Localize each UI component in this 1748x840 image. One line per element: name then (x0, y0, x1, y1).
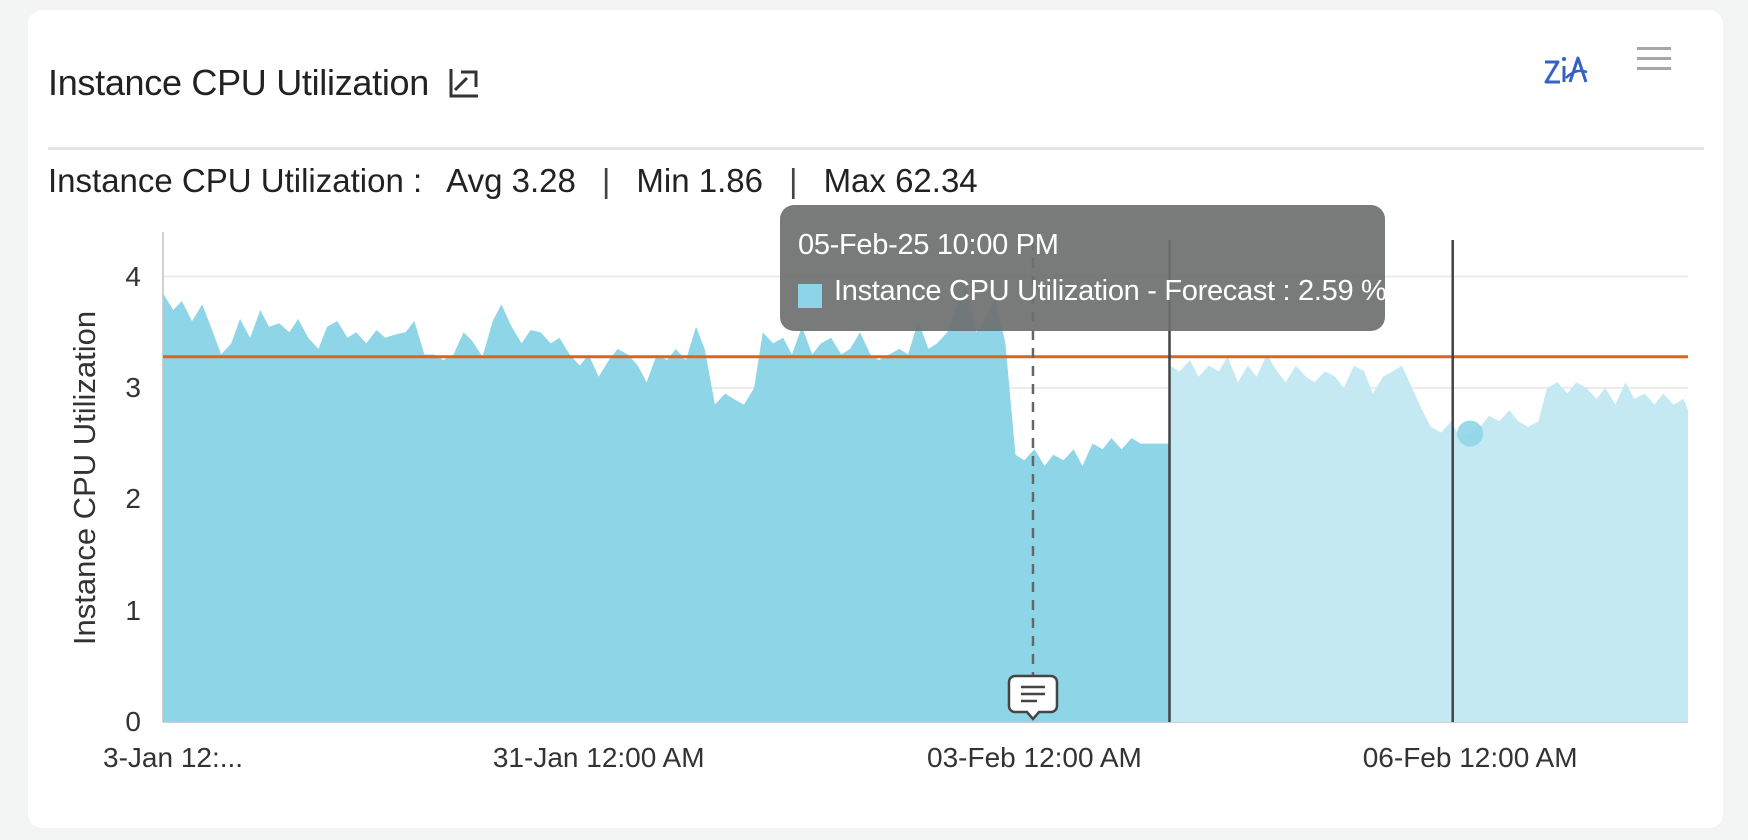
summary-max: Max 62.34 (823, 162, 978, 199)
x-tick-label: 3-Jan 12:... (103, 742, 244, 773)
y-tick-label: 3 (125, 371, 141, 403)
header-divider (48, 147, 1704, 150)
highlight-point (1457, 420, 1484, 447)
trend-chart-icon[interactable] (447, 66, 481, 100)
tooltip-legend-swatch (798, 284, 822, 308)
tooltip-value: Instance CPU Utilization - Forecast : 2.… (834, 275, 1387, 307)
zia-icon[interactable] (1540, 48, 1590, 90)
x-tick-label: 06-Feb 12:00 AM (1362, 742, 1578, 773)
widget-title: Instance CPU Utilization (48, 62, 429, 103)
summary-min: Min 1.86 (636, 162, 763, 199)
x-tick-label: 03-Feb 12:00 AM (927, 742, 1142, 773)
comment-icon (1007, 674, 1059, 721)
y-tick-label: 1 (125, 594, 141, 626)
summary-label: Instance CPU Utilization : (48, 162, 423, 199)
y-tick-label: 4 (125, 260, 141, 292)
x-tick-label: 31-Jan 12:00 AM (492, 742, 705, 773)
summary-separator: | (788, 162, 798, 199)
actual-series-area (163, 287, 1170, 722)
y-tick-label: 0 (125, 706, 141, 737)
forecast-series-area (1169, 354, 1688, 722)
hamburger-menu-icon[interactable] (1635, 44, 1673, 74)
widget-header: Instance CPU Utilization (48, 58, 481, 108)
summary-avg: Avg 3.28 (446, 162, 576, 199)
y-tick-label: 2 (125, 483, 141, 515)
tooltip-date: 05-Feb-25 10:00 PM (798, 229, 1059, 261)
chart-tooltip: 05-Feb-25 10:00 PM Instance CPU Utilizat… (780, 205, 1387, 331)
summary-separator: | (601, 162, 611, 199)
summary-stats: Instance CPU Utilization : Avg 3.28 | Mi… (48, 157, 978, 205)
